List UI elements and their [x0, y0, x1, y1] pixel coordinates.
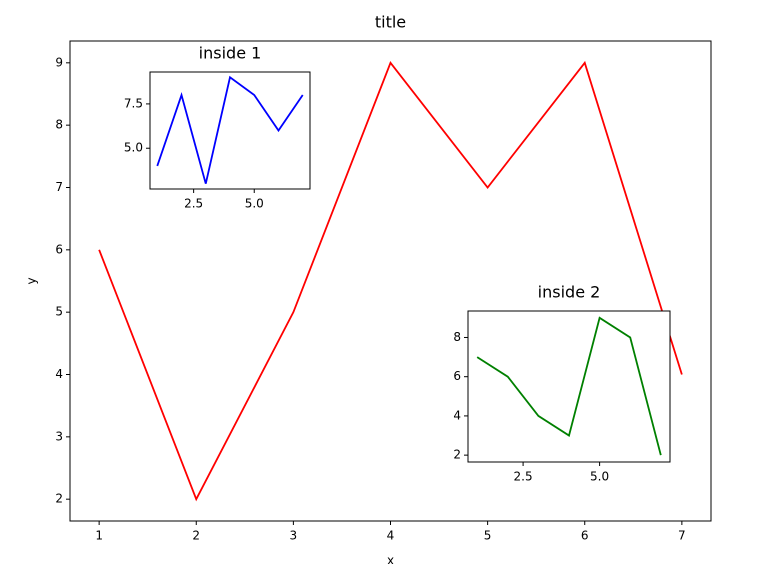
y-tick-label: 3: [55, 429, 63, 443]
x-tick-label: 5: [484, 529, 492, 543]
y-tick-label: 6: [453, 369, 461, 383]
y-axis-label: y: [25, 277, 39, 284]
plot-area: [149, 71, 311, 190]
x-tick-label: 7: [678, 529, 686, 543]
x-tick-label: 6: [581, 529, 589, 543]
y-tick-label: 2: [453, 448, 461, 462]
y-tick-label: 7.5: [124, 96, 143, 110]
y-tick-label: 5.0: [124, 141, 143, 155]
chart-title: inside 1: [199, 44, 262, 63]
line-series: [98, 60, 683, 502]
y-tick-label: 7: [55, 180, 63, 194]
x-tick-label: 2: [192, 529, 200, 543]
y-tick-label: 9: [55, 55, 63, 69]
x-tick-label: 4: [387, 529, 395, 543]
plot-area: [467, 310, 671, 463]
line-series: [156, 75, 304, 184]
y-tick-label: 8: [55, 118, 63, 132]
y-tick-label: 6: [55, 242, 63, 256]
x-tick-label: 5.0: [590, 470, 609, 484]
y-tick-label: 2: [55, 492, 63, 506]
x-tick-label: 2.5: [184, 197, 203, 211]
x-tick-label: 2.5: [514, 470, 533, 484]
y-tick-label: 4: [55, 367, 63, 381]
chart-title: inside 2: [538, 283, 601, 302]
y-tick-label: 8: [453, 330, 461, 344]
x-tick-label: 3: [290, 529, 298, 543]
line-series: [476, 316, 662, 456]
y-tick-label: 5: [55, 305, 63, 319]
x-tick-label: 5.0: [245, 197, 264, 211]
x-tick-label: 1: [95, 529, 103, 543]
chart-title: title: [375, 13, 406, 32]
x-axis-label: x: [387, 554, 394, 564]
y-tick-label: 4: [453, 408, 461, 422]
